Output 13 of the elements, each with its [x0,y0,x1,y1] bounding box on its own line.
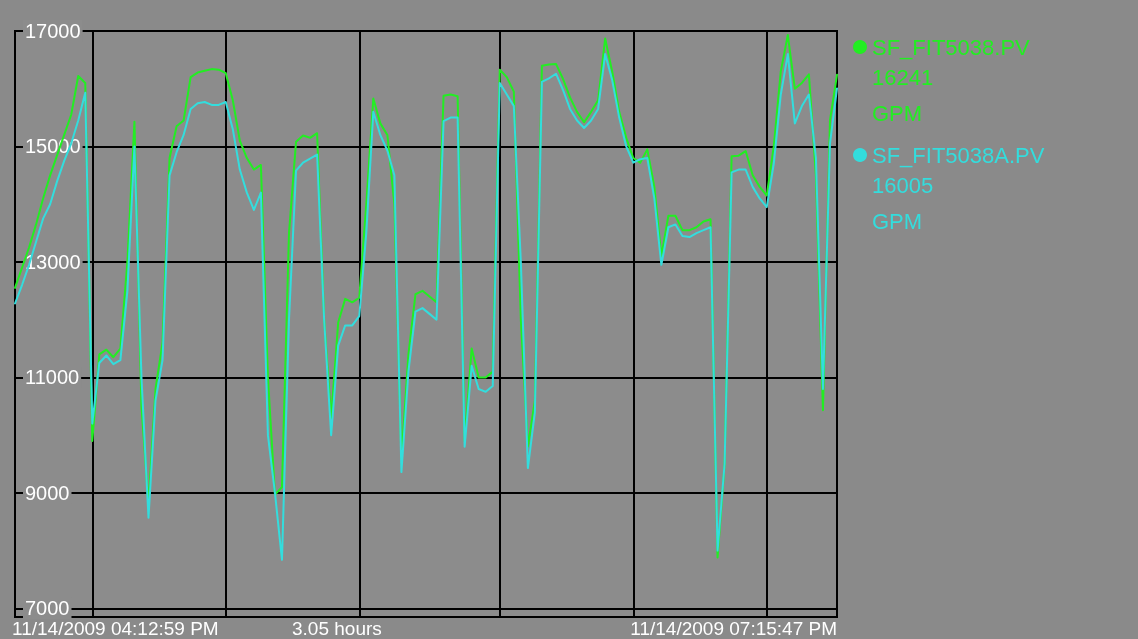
legend-label: SF_FIT5038A.PV [872,142,1045,168]
legend-label: SF_FIT5038.PV [872,34,1031,60]
text: 3.05 hours [292,618,382,639]
text: 11/14/2009 07:15:47 PM [630,618,837,639]
text: 16241 [872,64,934,90]
y-tick-label: 7000 [25,597,70,620]
y-tick-label: 17000 [25,20,81,42]
text: GPM [872,208,923,234]
y-tick-label: 11000 [25,366,80,389]
text: 16005 [872,172,934,198]
text: GPM [872,100,923,126]
text: 11/14/2009 04:12:59 PM [12,618,219,639]
y-tick-label: 9000 [25,481,70,504]
